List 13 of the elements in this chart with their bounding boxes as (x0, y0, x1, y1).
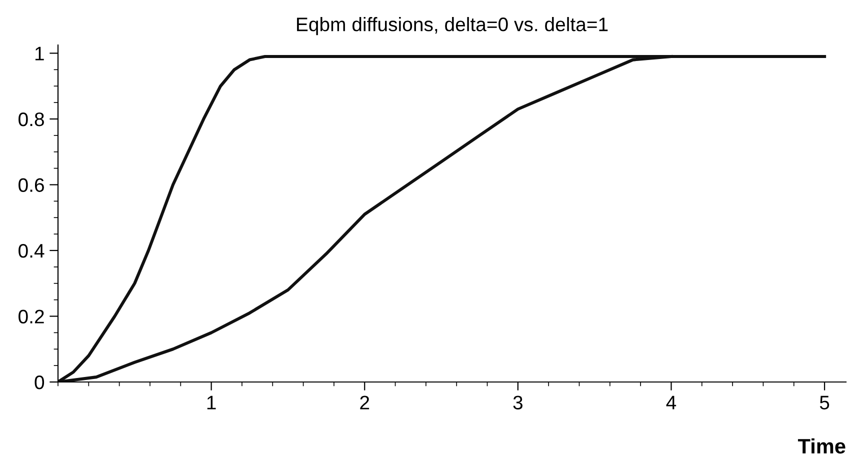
x-tick-label: 2 (360, 396, 370, 410)
y-tick-label: 0.2 (18, 310, 44, 324)
x-tick-label: 4 (666, 396, 676, 410)
x-tick-label: 1 (207, 396, 216, 410)
y-tick-label: 0.8 (18, 112, 44, 126)
x-axis-title: Time (798, 438, 846, 454)
x-tick-label: 5 (820, 396, 830, 410)
chart-title: Eqbm diffusions, delta=0 vs. delta=1 (297, 17, 608, 36)
y-tick-label: 0.6 (18, 178, 44, 192)
x-tick-label: 3 (513, 396, 522, 410)
y-tick-label: 1 (35, 46, 44, 60)
y-tick-label: 0.4 (18, 244, 44, 258)
y-tick-label: 0 (34, 375, 44, 390)
